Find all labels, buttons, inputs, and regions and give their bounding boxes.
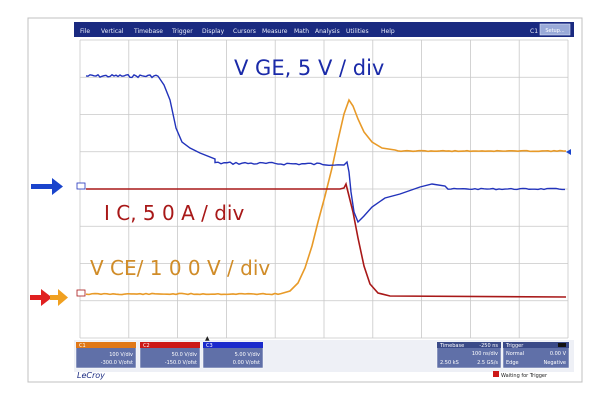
menu-bar — [74, 22, 574, 37]
cursor-mark: ▲ — [205, 335, 210, 342]
channel-offset: -300.0 V/ofst — [101, 360, 133, 366]
channel-vdiv: 100 V/div — [109, 352, 133, 358]
channel-box-name: C1 — [79, 343, 86, 349]
vce-annotation: V CE/ 1 0 0 V / div — [90, 256, 270, 280]
menu-item-display[interactable]: Display — [202, 28, 225, 35]
channel-vdiv: 50.0 V/div — [172, 352, 197, 358]
vge-trace — [85, 73, 566, 224]
trigger-box[interactable]: Trigger Normal 0.00 V Edge Negative — [502, 341, 570, 369]
trigger-edge: Edge — [506, 360, 519, 366]
channel-vdiv: 5.00 V/div — [235, 352, 260, 358]
menu-item-vertical[interactable]: Vertical — [101, 28, 124, 35]
channel-indicator: C1 — [530, 28, 538, 35]
menu-item-trigger[interactable]: Trigger — [171, 28, 193, 35]
menu-item-help[interactable]: Help — [381, 28, 395, 35]
ic-annotation: I C, 5 0 A / div — [104, 201, 244, 225]
brand-logo: LeCroy — [77, 371, 105, 380]
ch3-marker[interactable] — [76, 182, 86, 190]
ch2-marker[interactable] — [76, 289, 86, 297]
trigger-level: 0.00 V — [550, 351, 567, 357]
channel-offset: -150.0 V/ofst — [165, 360, 197, 366]
menu-item-timebase[interactable]: Timebase — [133, 28, 163, 35]
vce-trace — [85, 98, 567, 296]
timebase-value: -250 ns — [479, 343, 498, 349]
blue-arrow — [31, 178, 63, 195]
status-indicator — [493, 371, 499, 377]
menu-item-measure[interactable]: Measure — [262, 28, 288, 35]
vge-annotation: V GE, 5 V / div — [234, 56, 384, 80]
channel-offset: 0.00 V/ofst — [233, 360, 260, 366]
menu-item-analysis[interactable]: Analysis — [315, 28, 340, 35]
timebase-samples: 2.50 kS — [440, 360, 459, 366]
channel-box-c2[interactable]: C2 50.0 V/div -150.0 V/ofst — [139, 341, 201, 369]
right-level-marker — [566, 149, 571, 155]
red-arrow — [30, 289, 52, 306]
timebase-label: Timebase — [439, 343, 464, 349]
setup-button-label: Setup... — [545, 28, 565, 34]
menu-item-math[interactable]: Math — [294, 28, 309, 35]
channel-box-c1[interactable]: C1 100 V/div -300.0 V/ofst — [75, 341, 137, 369]
trigger-channel-swatch — [558, 343, 566, 347]
menu-item-utilities[interactable]: Utilities — [346, 28, 369, 35]
timebase-srate: 2.5 GS/s — [477, 360, 498, 366]
setup-button[interactable] — [539, 23, 571, 36]
trigger-slope: Negative — [544, 360, 566, 366]
trigger-mode: Normal — [506, 351, 524, 357]
channel-box-name: C3 — [206, 343, 213, 349]
status-text: Waiting for Trigger — [501, 373, 548, 379]
timebase-rate: 100 ns/div — [472, 351, 498, 357]
trigger-label: Trigger — [505, 343, 524, 349]
channel-boxes: C1 100 V/div -300.0 V/ofst C2 50.0 V/div -150… — [75, 341, 264, 369]
orange-arrow — [50, 289, 68, 306]
screen-frame — [27, 17, 583, 383]
menu-item-cursors[interactable]: Cursors — [233, 28, 256, 35]
channel-box-c3[interactable]: C3 5.00 V/div 0.00 V/ofst — [202, 341, 264, 369]
channel-box-name: C2 — [143, 343, 150, 349]
menu-items: File Vertical Timebase Trigger Display Cursor… — [80, 28, 395, 35]
timebase-box[interactable]: Timebase -250 ns 100 ns/div 2.50 kS 2.5 … — [436, 341, 502, 369]
menu-item-file[interactable]: File — [80, 28, 90, 35]
ic-trace — [86, 181, 567, 298]
